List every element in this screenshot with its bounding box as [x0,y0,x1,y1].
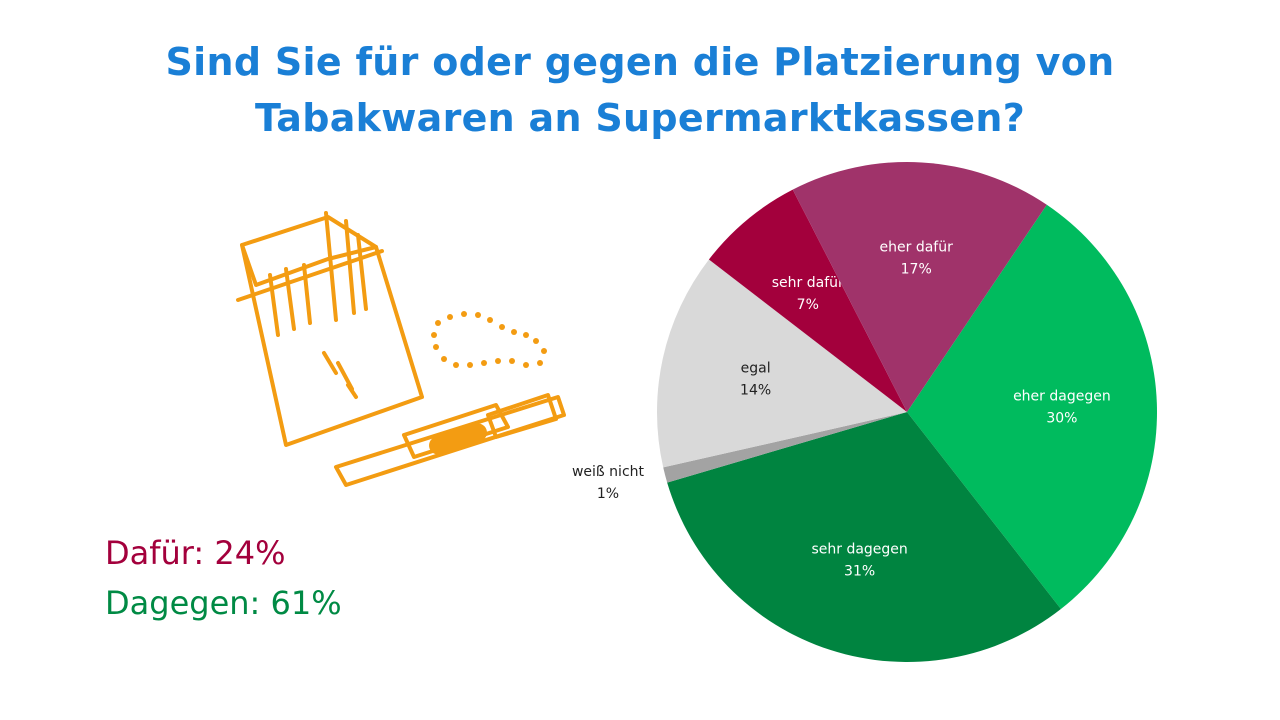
pie-label-eher-dagegen: eher dagegen 30% [1013,389,1111,427]
pie-slice-weiß-nicht [663,412,907,483]
pie-label-name: weiß nicht [572,464,645,480]
pie-label-sehr-dafür: sehr dafür 7% [772,275,844,313]
pie-label-name: eher dafür [880,239,954,255]
pie-label-name: sehr dafür [772,275,844,291]
pie-slice-eher-dafür [792,162,1047,412]
pie-label-value: 1% [597,486,619,502]
title-line-1: Sind Sie für oder gegen die Platzierung … [165,40,1115,84]
pie-label-value: 7% [797,297,819,313]
pack-body [240,215,424,447]
summary-dagegen: Dagegen: 61% [105,584,342,622]
pie-slice-egal [657,259,907,468]
summary-dafuer: Dafür: 24% [105,534,286,572]
pie-label-value: 17% [901,261,932,277]
pie-label-name: egal [741,361,771,377]
pie-slice-sehr-dafür [708,189,907,412]
pie-label-value: 30% [1046,411,1077,427]
pie-label-eher-dafür: eher dafür 17% [880,239,954,277]
pie-label-egal: egal 14% [740,361,771,399]
pie-label-value: 14% [740,383,771,399]
pie-label-sehr-dagegen: sehr dagegen 31% [811,542,907,580]
title-line-2: Tabakwaren an Supermarktkassen? [254,96,1026,140]
pie-label-name: sehr dagegen [811,542,907,558]
pie-label-value: 31% [844,564,875,580]
page-title: Sind Sie für oder gegen die Platzierung … [0,34,1280,146]
pie-slice-sehr-dagegen [667,412,1061,662]
pie-label-weiß-nicht: weiß nicht 1% [572,464,645,502]
pie-slice-eher-dagegen [907,204,1157,610]
cigarette-pack-and-heated-tobacco-icon [228,205,578,499]
pie-label-name: eher dagegen [1013,389,1111,405]
